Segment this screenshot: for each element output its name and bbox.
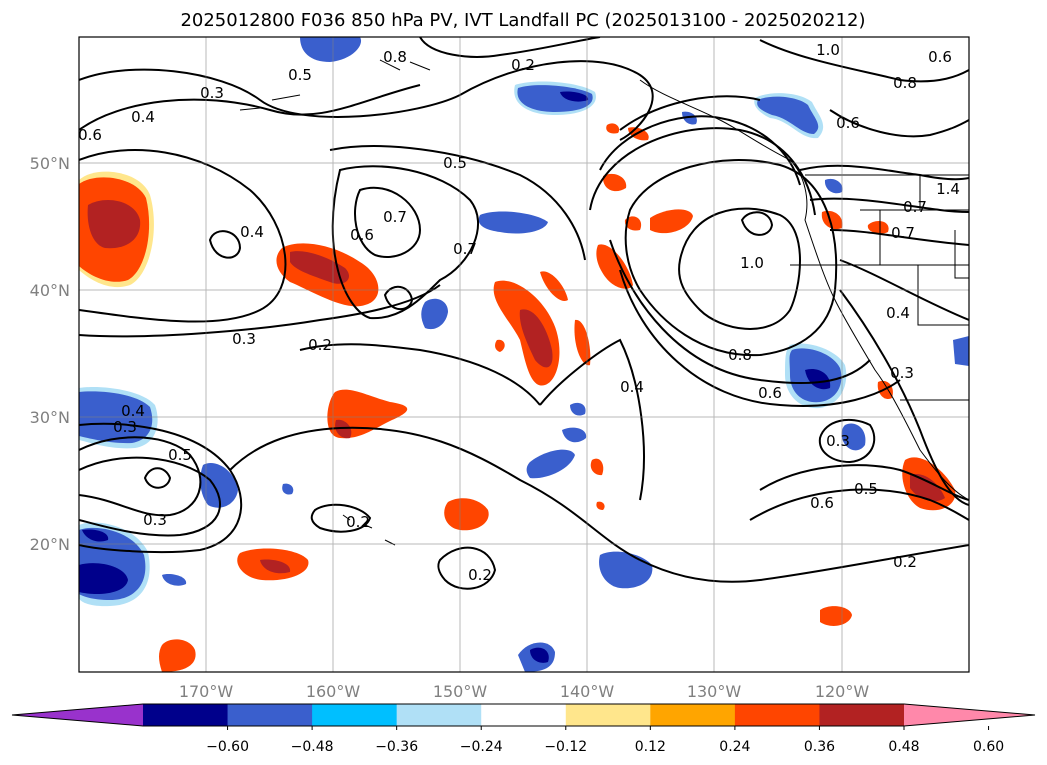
lat-tick-label: 50°N	[30, 154, 70, 173]
colorbar-extend-max	[904, 704, 1035, 726]
contour-label: 0.8	[728, 346, 752, 364]
colorbar: −0.60 −0.48 −0.36 −0.24 −0.12 0.12 0.24 0.36 0.4…	[11, 703, 1036, 755]
colorbar-segment	[650, 704, 736, 726]
contour-label: 0.8	[383, 48, 407, 66]
colorbar-tick-label: −0.48	[291, 739, 334, 755]
contour-label: 0.4	[121, 402, 145, 420]
colorbar-tick-label: 0.12	[635, 739, 666, 755]
colorbar-segment	[312, 704, 398, 726]
contour-label: 0.3	[143, 511, 167, 529]
lon-tick-label: 150°W	[433, 682, 488, 701]
contour-label: 0.7	[891, 224, 915, 242]
contour-label: 1.4	[936, 180, 960, 198]
map-frame	[78, 36, 970, 673]
colorbar-tick-label: 0.36	[804, 739, 835, 755]
contour-label: 0.3	[890, 364, 914, 382]
contour-label: 0.3	[200, 84, 224, 102]
positive-anomaly	[79, 123, 956, 672]
contour-label: 0.6	[836, 114, 860, 132]
colorbar-tick-label: −0.12	[544, 739, 587, 755]
colorbar-segment	[565, 704, 651, 726]
contour-label: 0.5	[443, 154, 467, 172]
colorbar-extend-min	[12, 704, 143, 726]
lon-tick-label: 120°W	[815, 682, 870, 701]
lat-tick-label: 20°N	[30, 535, 70, 554]
lon-tick-labels: 170°W 160°W 150°W 140°W 130°W 120°W	[179, 682, 870, 701]
contour-label: 0.2	[893, 553, 917, 571]
colorbar-segment	[143, 704, 229, 726]
contour-label: 1.0	[816, 41, 840, 59]
colorbar-segment	[396, 704, 482, 726]
contour-label: 0.4	[886, 304, 910, 322]
contour-label: 0.6	[928, 48, 952, 66]
lon-tick-label: 170°W	[179, 682, 234, 701]
contour-label: 0.8	[893, 74, 917, 92]
contour-label: 0.3	[232, 330, 256, 348]
contour-label: 0.4	[131, 108, 155, 126]
lon-tick-label: 160°W	[306, 682, 361, 701]
contour-label: 1.0	[740, 254, 764, 272]
colorbar-segment	[481, 704, 567, 726]
contour-label: 0.3	[826, 432, 850, 450]
colorbar-segment	[819, 704, 905, 726]
lat-tick-label: 30°N	[30, 408, 70, 427]
contour-label: 0.2	[308, 336, 332, 354]
colorbar-segment	[734, 704, 820, 726]
contour-label: 0.5	[854, 480, 878, 498]
shaded-anomalies	[79, 37, 969, 672]
colorbar-segment	[227, 704, 313, 726]
contour-label: 0.2	[346, 513, 370, 531]
contour-label: 0.5	[288, 66, 312, 84]
lat-tick-labels: 50°N 40°N 30°N 20°N	[30, 154, 70, 554]
contour-label: 0.3	[113, 418, 137, 436]
colorbar-outline	[11, 703, 1036, 727]
contour-label: 0.2	[511, 56, 535, 74]
contour-label: 0.7	[383, 208, 407, 226]
contour-label: 0.6	[758, 384, 782, 402]
colorbar-tick-label: 0.60	[973, 739, 1004, 755]
colorbar-tick-label: 0.24	[719, 739, 750, 755]
contour-label: 0.6	[350, 226, 374, 244]
lon-tick-label: 130°W	[687, 682, 742, 701]
gridlines	[79, 37, 969, 672]
chart-title: 2025012800 F036 850 hPa PV, IVT Landfall…	[180, 10, 865, 31]
contour-label: 0.5	[168, 446, 192, 464]
coastlines	[239, 59, 969, 546]
colorbar-tick-label: −0.24	[460, 739, 503, 755]
contour-label: 0.7	[453, 240, 477, 258]
contour-label: 0.4	[240, 223, 264, 241]
contour-label: 0.4	[620, 378, 644, 396]
contour-label: 0.7	[903, 198, 927, 216]
colorbar-tick-label: 0.48	[888, 739, 919, 755]
contour-label: 0.6	[810, 494, 834, 512]
contour-label: 0.2	[468, 566, 492, 584]
map-panel: 0.5 0.2 0.6 0.3 0.4 0.6 0.5 0.7 0.6 0.7 …	[30, 36, 970, 701]
lon-tick-label: 140°W	[560, 682, 615, 701]
lat-tick-label: 40°N	[30, 281, 70, 300]
colorbar-tick-label: −0.60	[206, 739, 249, 755]
colorbar-tick-label: −0.36	[375, 739, 418, 755]
contour-labels: 0.5 0.2 0.6 0.3 0.4 0.6 0.5 0.7 0.6 0.7 …	[78, 41, 960, 584]
contour-label: 0.6	[78, 126, 102, 144]
